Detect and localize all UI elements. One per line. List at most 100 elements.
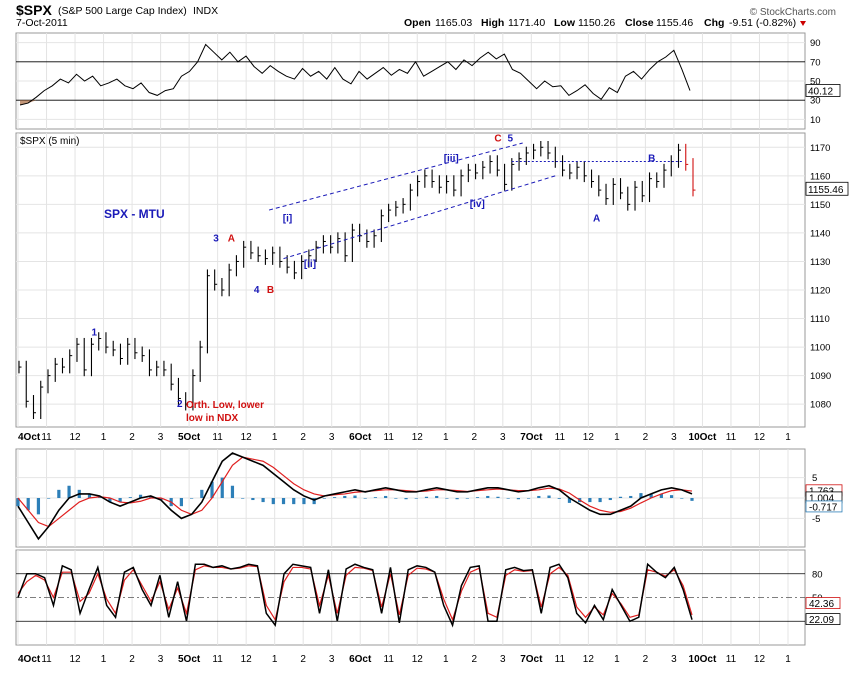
wave-label: A [593, 213, 600, 224]
macd-histogram-bar [414, 498, 418, 499]
rsi-tick-label: 70 [810, 57, 821, 68]
rsi-tick-label: 30 [810, 96, 821, 107]
macd-histogram-bar [281, 498, 286, 505]
chg-label: Chg [704, 17, 724, 29]
macd-histogram-bar [230, 485, 235, 498]
macd-histogram-bar [67, 485, 71, 498]
chart-exchange: INDX [193, 5, 218, 17]
x-tick-label: 5Oct [178, 432, 201, 443]
x-tick-label: 3 [671, 654, 677, 665]
price-tick-label: 1170 [810, 143, 830, 154]
wave-label: A [228, 233, 235, 244]
macd-histogram-bar [292, 498, 296, 505]
price-tick-label: 1080 [810, 400, 831, 411]
macd-histogram-bar [404, 498, 408, 500]
wave-label: 5 [507, 134, 513, 145]
macd-histogram-bar [322, 498, 326, 499]
wave-label: 2 [177, 399, 183, 410]
stoch-value-tag-box [805, 597, 841, 609]
macd-histogram-bar [200, 489, 204, 498]
x-tick-label: 2 [472, 432, 478, 443]
macd-histogram-bar [36, 498, 41, 515]
x-tick-label: 11 [212, 432, 223, 443]
macd-histogram-bar [373, 497, 378, 498]
macd-histogram-bar [149, 495, 153, 498]
wave-label: B [267, 285, 274, 296]
macd-histogram-bar [57, 489, 61, 498]
x-tick-label: 4Oct [18, 654, 41, 665]
wave-label: [iv] [470, 199, 485, 210]
stoch-value-tag-box [805, 613, 841, 625]
macd-histogram-bar [251, 498, 255, 501]
x-tick-label: 3 [500, 432, 506, 443]
x-tick-label: 3 [158, 432, 164, 443]
x-tick-label: 1 [614, 432, 620, 443]
annotation-line2: low in NDX [186, 413, 239, 424]
price-tick-label: 1120 [810, 285, 830, 296]
x-tick-label: 1 [614, 654, 620, 665]
chg-value: -9.51 (-0.82%) [729, 17, 796, 29]
macd-histogram-bar [384, 495, 388, 498]
macd-histogram-bar [190, 498, 194, 499]
wave-label: 1 [91, 328, 97, 339]
macd-histogram-bar [435, 495, 439, 498]
wave-label: 4 [254, 285, 260, 296]
x-tick-label: 6Oct [349, 654, 372, 665]
wave-label: B [648, 154, 655, 165]
macd-histogram-bar [302, 498, 306, 505]
x-tick-label: 2 [643, 432, 649, 443]
price-panel [15, 132, 806, 428]
macd-tick-label: -5 [812, 514, 820, 525]
macd-histogram-bar [159, 498, 163, 501]
macd-value-tag: 1.004 [809, 493, 834, 504]
rsi-tick-label: 90 [810, 38, 821, 49]
macd-histogram-bar [557, 498, 561, 499]
rsi-tick-label: 10 [810, 115, 821, 126]
last-price-tag-box [805, 181, 849, 196]
macd-histogram-bar [87, 493, 92, 498]
macd-histogram-bar [608, 498, 612, 501]
macd-histogram-bar [629, 495, 633, 498]
x-tick-label: 11 [726, 654, 737, 665]
x-tick-label: 3 [158, 654, 164, 665]
rsi-line [19, 43, 691, 106]
x-tick-label: 1 [272, 432, 278, 443]
macd-histogram-bar [138, 494, 143, 498]
x-tick-label: 3 [500, 654, 506, 665]
x-tick-label: 1 [785, 654, 791, 665]
high-value: 1171.40 [508, 17, 545, 29]
macd-histogram-bar [445, 498, 449, 499]
macd-histogram-bar [659, 493, 663, 498]
x-tick-label: 12 [754, 432, 766, 443]
open-value: 1165.03 [435, 17, 472, 29]
x-tick-label: 1 [272, 654, 278, 665]
stoch-k-line [17, 562, 693, 628]
open-label: Open [404, 17, 431, 29]
high-label: High [481, 17, 504, 29]
macd-value-tag-box [805, 500, 843, 513]
x-tick-label: 6Oct [349, 432, 372, 443]
x-tick-label: 2 [129, 654, 135, 665]
macd-histogram-bar [343, 495, 347, 498]
x-tick-label: 1 [101, 654, 107, 665]
price-tick-label: 1110 [810, 314, 830, 325]
macd-histogram-bar [639, 493, 643, 498]
x-tick-label: 3 [329, 432, 335, 443]
rsi-value-tag: 40.12 [808, 86, 833, 97]
macd-histogram-bar [680, 498, 684, 499]
macd-histogram-bar [118, 498, 122, 503]
macd-value-tag: -0.717 [809, 502, 838, 513]
x-tick-label: 2 [300, 654, 306, 665]
x-tick-label: 11 [384, 654, 395, 665]
rsi-tick-label: 50 [810, 77, 821, 88]
macd-histogram-bar [465, 498, 469, 499]
rsi-oversold-fill [20, 100, 45, 105]
price-tick-label: 1100 [810, 343, 830, 354]
wave-label: [ii] [304, 259, 316, 270]
macd-histogram-bar [363, 498, 367, 499]
channel-upper [268, 142, 523, 211]
wave-label: [i] [283, 213, 292, 224]
x-tick-label: 7Oct [520, 432, 543, 443]
x-tick-label: 3 [329, 654, 335, 665]
